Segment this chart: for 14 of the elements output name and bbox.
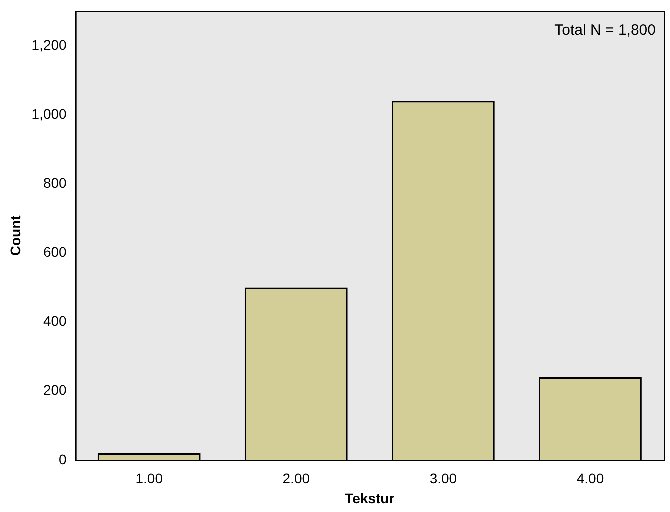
y-tick-label: 200 [43, 382, 68, 398]
y-tick-label: 400 [43, 313, 68, 330]
x-tick-label: 3.00 [430, 470, 458, 487]
x-tick-label: 1.00 [136, 470, 164, 487]
y-tick-label: 1,000 [32, 106, 68, 122]
y-tick-label: 800 [43, 174, 68, 191]
y-tick-label: 1,200 [32, 36, 68, 53]
x-tick-label: 4.00 [576, 470, 604, 487]
x-axis-title: Tekstur [345, 490, 396, 506]
y-tick-label: 600 [43, 244, 68, 260]
y-tick-label: 0 [59, 451, 68, 468]
annotation: Total N = 1,800 [554, 22, 656, 40]
y-axis-title: Count [7, 215, 24, 256]
x-tick-label: 2.00 [282, 470, 310, 487]
